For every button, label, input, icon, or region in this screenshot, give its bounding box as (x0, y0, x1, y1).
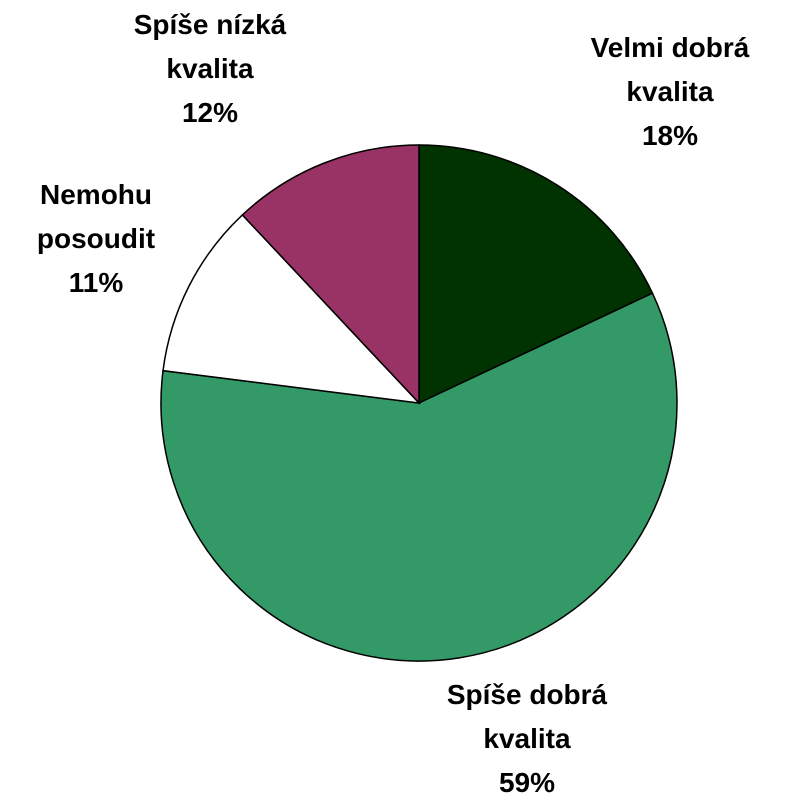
pie-slice (162, 213, 421, 405)
value-label: 12% (181, 97, 239, 128)
value-label: 18% (641, 120, 699, 151)
value-label: 11% (68, 267, 124, 298)
value-label: 59% (498, 767, 556, 798)
slice-label: Velmi dobrá kvalita 18% (575, 26, 765, 158)
slice-label: Spíše dobrá kvalita 59% (407, 673, 647, 805)
category-label: Velmi dobrá kvalita (590, 32, 750, 107)
category-label: Spíše dobrá kvalita (446, 679, 608, 754)
pie-slice (160, 292, 678, 662)
slice-label: Spíše nízká kvalita 12% (95, 3, 325, 135)
pie-slice (241, 144, 420, 405)
category-label: Spíše nízká kvalita (133, 9, 287, 84)
slice-label: Nemohu posoudit 11% (6, 173, 186, 305)
pie-slice (418, 144, 654, 405)
category-label: Nemohu posoudit (36, 179, 156, 254)
